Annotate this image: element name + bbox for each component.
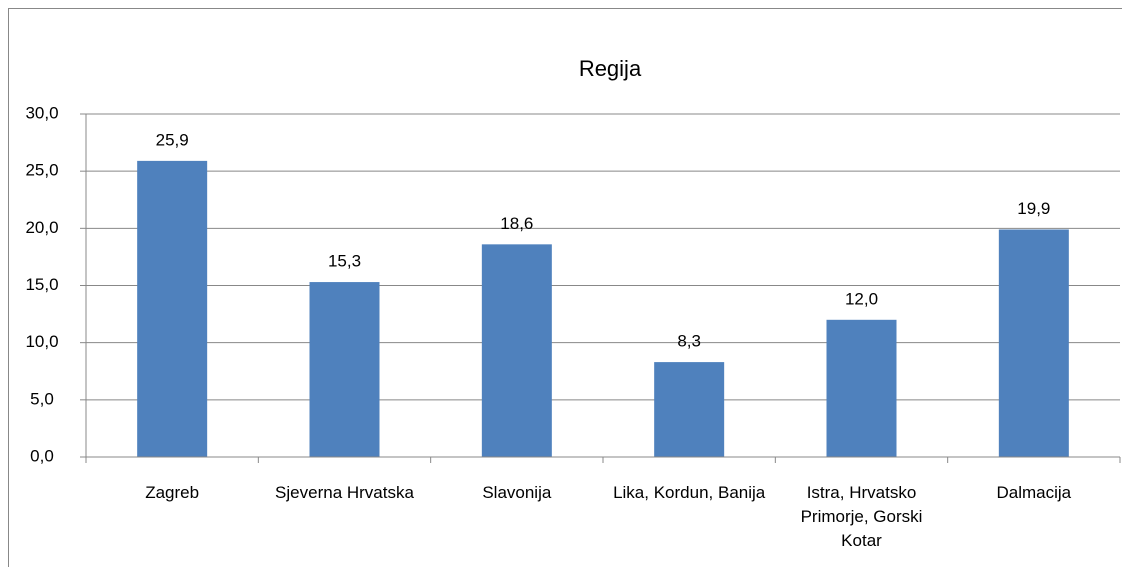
bar	[137, 160, 208, 458]
y-tick-label: 10,0	[25, 332, 58, 351]
y-tick-label: 20,0	[25, 218, 58, 237]
bar	[826, 319, 897, 457]
data-label: 12,0	[845, 289, 878, 308]
x-tick-label: Istra, Hrvatsko Primorje, Gorski Kotar	[800, 483, 923, 550]
data-label: 25,9	[156, 130, 189, 149]
x-tick-label: Zagreb	[145, 483, 200, 502]
y-tick-label: 25,0	[25, 161, 58, 180]
data-label: 19,9	[1017, 199, 1050, 218]
chart-title: Regija	[579, 56, 642, 81]
bar	[481, 244, 552, 457]
y-tick-label: 30,0	[25, 103, 58, 122]
bar	[998, 229, 1069, 457]
data-label: 8,3	[677, 332, 701, 351]
y-tick-label: 15,0	[25, 275, 58, 294]
x-tick-label: Sjeverna Hrvatska	[275, 483, 414, 502]
data-label: 15,3	[328, 252, 361, 271]
x-tick-label: Dalmacija	[996, 483, 1072, 502]
y-tick-label: 5,0	[30, 389, 54, 408]
x-tick-label: Slavonija	[482, 483, 552, 502]
x-tick-label: Lika, Kordun, Banija	[613, 483, 766, 502]
y-tick-label: 0,0	[30, 446, 54, 465]
bar	[654, 362, 725, 457]
data-label: 18,6	[500, 214, 533, 233]
bar	[309, 282, 380, 457]
